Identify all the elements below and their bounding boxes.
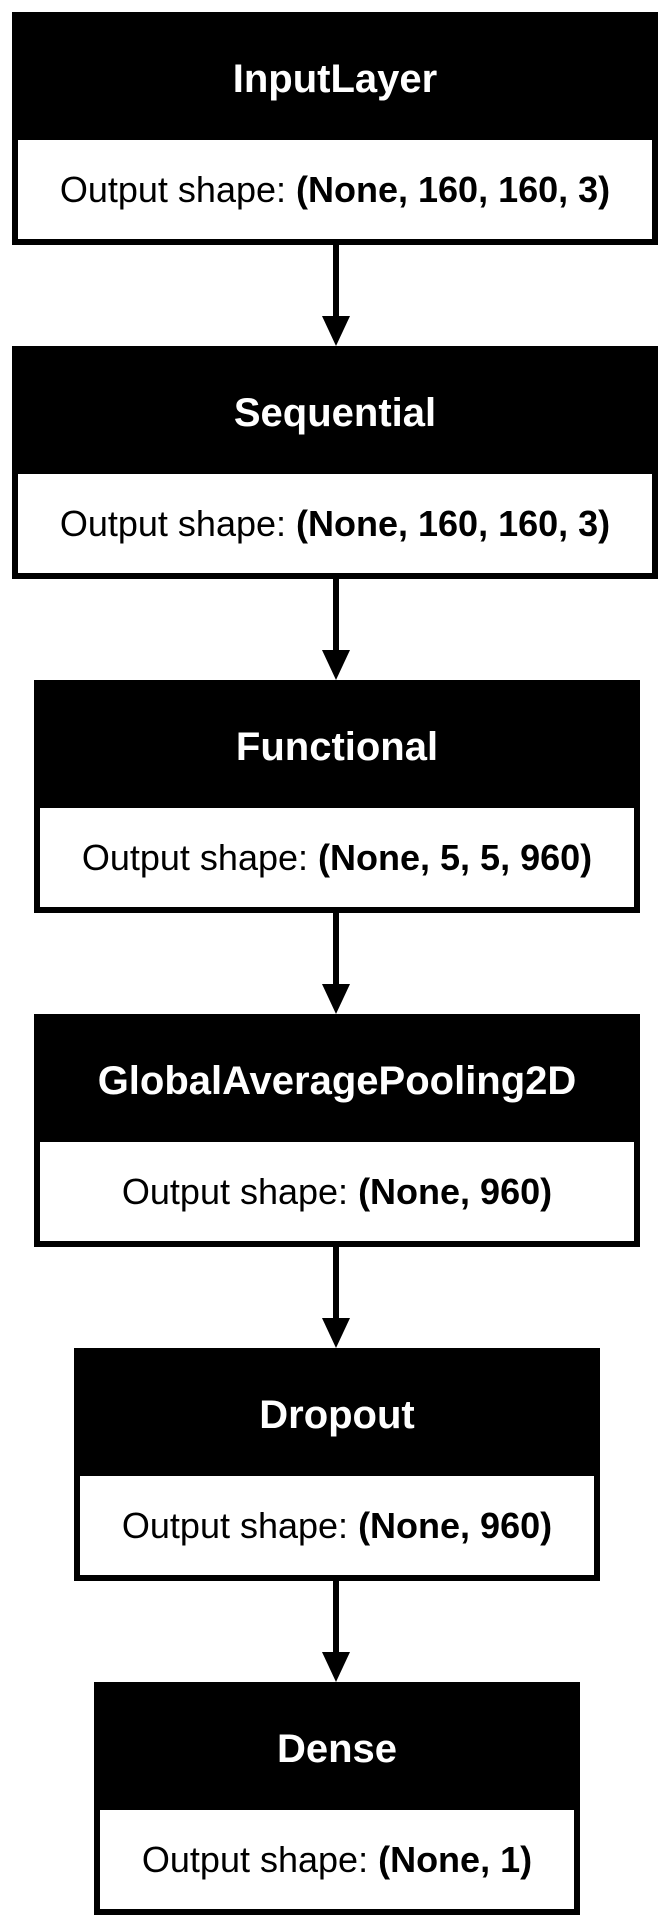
edge-sequential-to-functional bbox=[322, 574, 350, 680]
node-title: GlobalAveragePooling2D bbox=[40, 1020, 634, 1142]
edge-globalaveragepooling2d-to-dropout bbox=[322, 1242, 350, 1348]
output-shape-label: Output shape: bbox=[59, 502, 287, 544]
output-shape-value: (None, 160, 160, 3) bbox=[296, 502, 611, 544]
node-inputlayer: InputLayer Output shape: (None, 160, 160… bbox=[12, 12, 658, 245]
node-globalaveragepooling2d: GlobalAveragePooling2D Output shape: (No… bbox=[34, 1014, 640, 1247]
node-output-shape: Output shape: (None, 5, 5, 960) bbox=[40, 808, 634, 907]
node-title: Dense bbox=[100, 1688, 574, 1810]
output-shape-value: (None, 960) bbox=[358, 1504, 553, 1546]
node-output-shape: Output shape: (None, 160, 160, 3) bbox=[18, 140, 652, 239]
output-shape-value: (None, 160, 160, 3) bbox=[296, 168, 611, 210]
node-dropout: Dropout Output shape: (None, 960) bbox=[74, 1348, 600, 1581]
edge-functional-to-globalaveragepooling2d bbox=[322, 908, 350, 1014]
node-output-shape: Output shape: (None, 160, 160, 3) bbox=[18, 474, 652, 573]
output-shape-label: Output shape: bbox=[121, 1504, 349, 1546]
output-shape-label: Output shape: bbox=[121, 1170, 349, 1212]
output-shape-value: (None, 1) bbox=[378, 1838, 533, 1880]
node-output-shape: Output shape: (None, 960) bbox=[80, 1476, 594, 1575]
node-output-shape: Output shape: (None, 1) bbox=[100, 1810, 574, 1909]
edge-inputlayer-to-sequential bbox=[322, 240, 350, 346]
node-output-shape: Output shape: (None, 960) bbox=[40, 1142, 634, 1241]
node-title: Sequential bbox=[18, 352, 652, 474]
node-dense: Dense Output shape: (None, 1) bbox=[94, 1682, 580, 1915]
node-sequential: Sequential Output shape: (None, 160, 160… bbox=[12, 346, 658, 579]
edge-dropout-to-dense bbox=[322, 1576, 350, 1682]
output-shape-label: Output shape: bbox=[81, 836, 309, 878]
output-shape-label: Output shape: bbox=[59, 168, 287, 210]
node-functional: Functional Output shape: (None, 5, 5, 96… bbox=[34, 680, 640, 913]
output-shape-value: (None, 960) bbox=[358, 1170, 553, 1212]
output-shape-value: (None, 5, 5, 960) bbox=[318, 836, 593, 878]
node-title: InputLayer bbox=[18, 18, 652, 140]
node-title: Functional bbox=[40, 686, 634, 808]
output-shape-label: Output shape: bbox=[141, 1838, 369, 1880]
node-title: Dropout bbox=[80, 1354, 594, 1476]
